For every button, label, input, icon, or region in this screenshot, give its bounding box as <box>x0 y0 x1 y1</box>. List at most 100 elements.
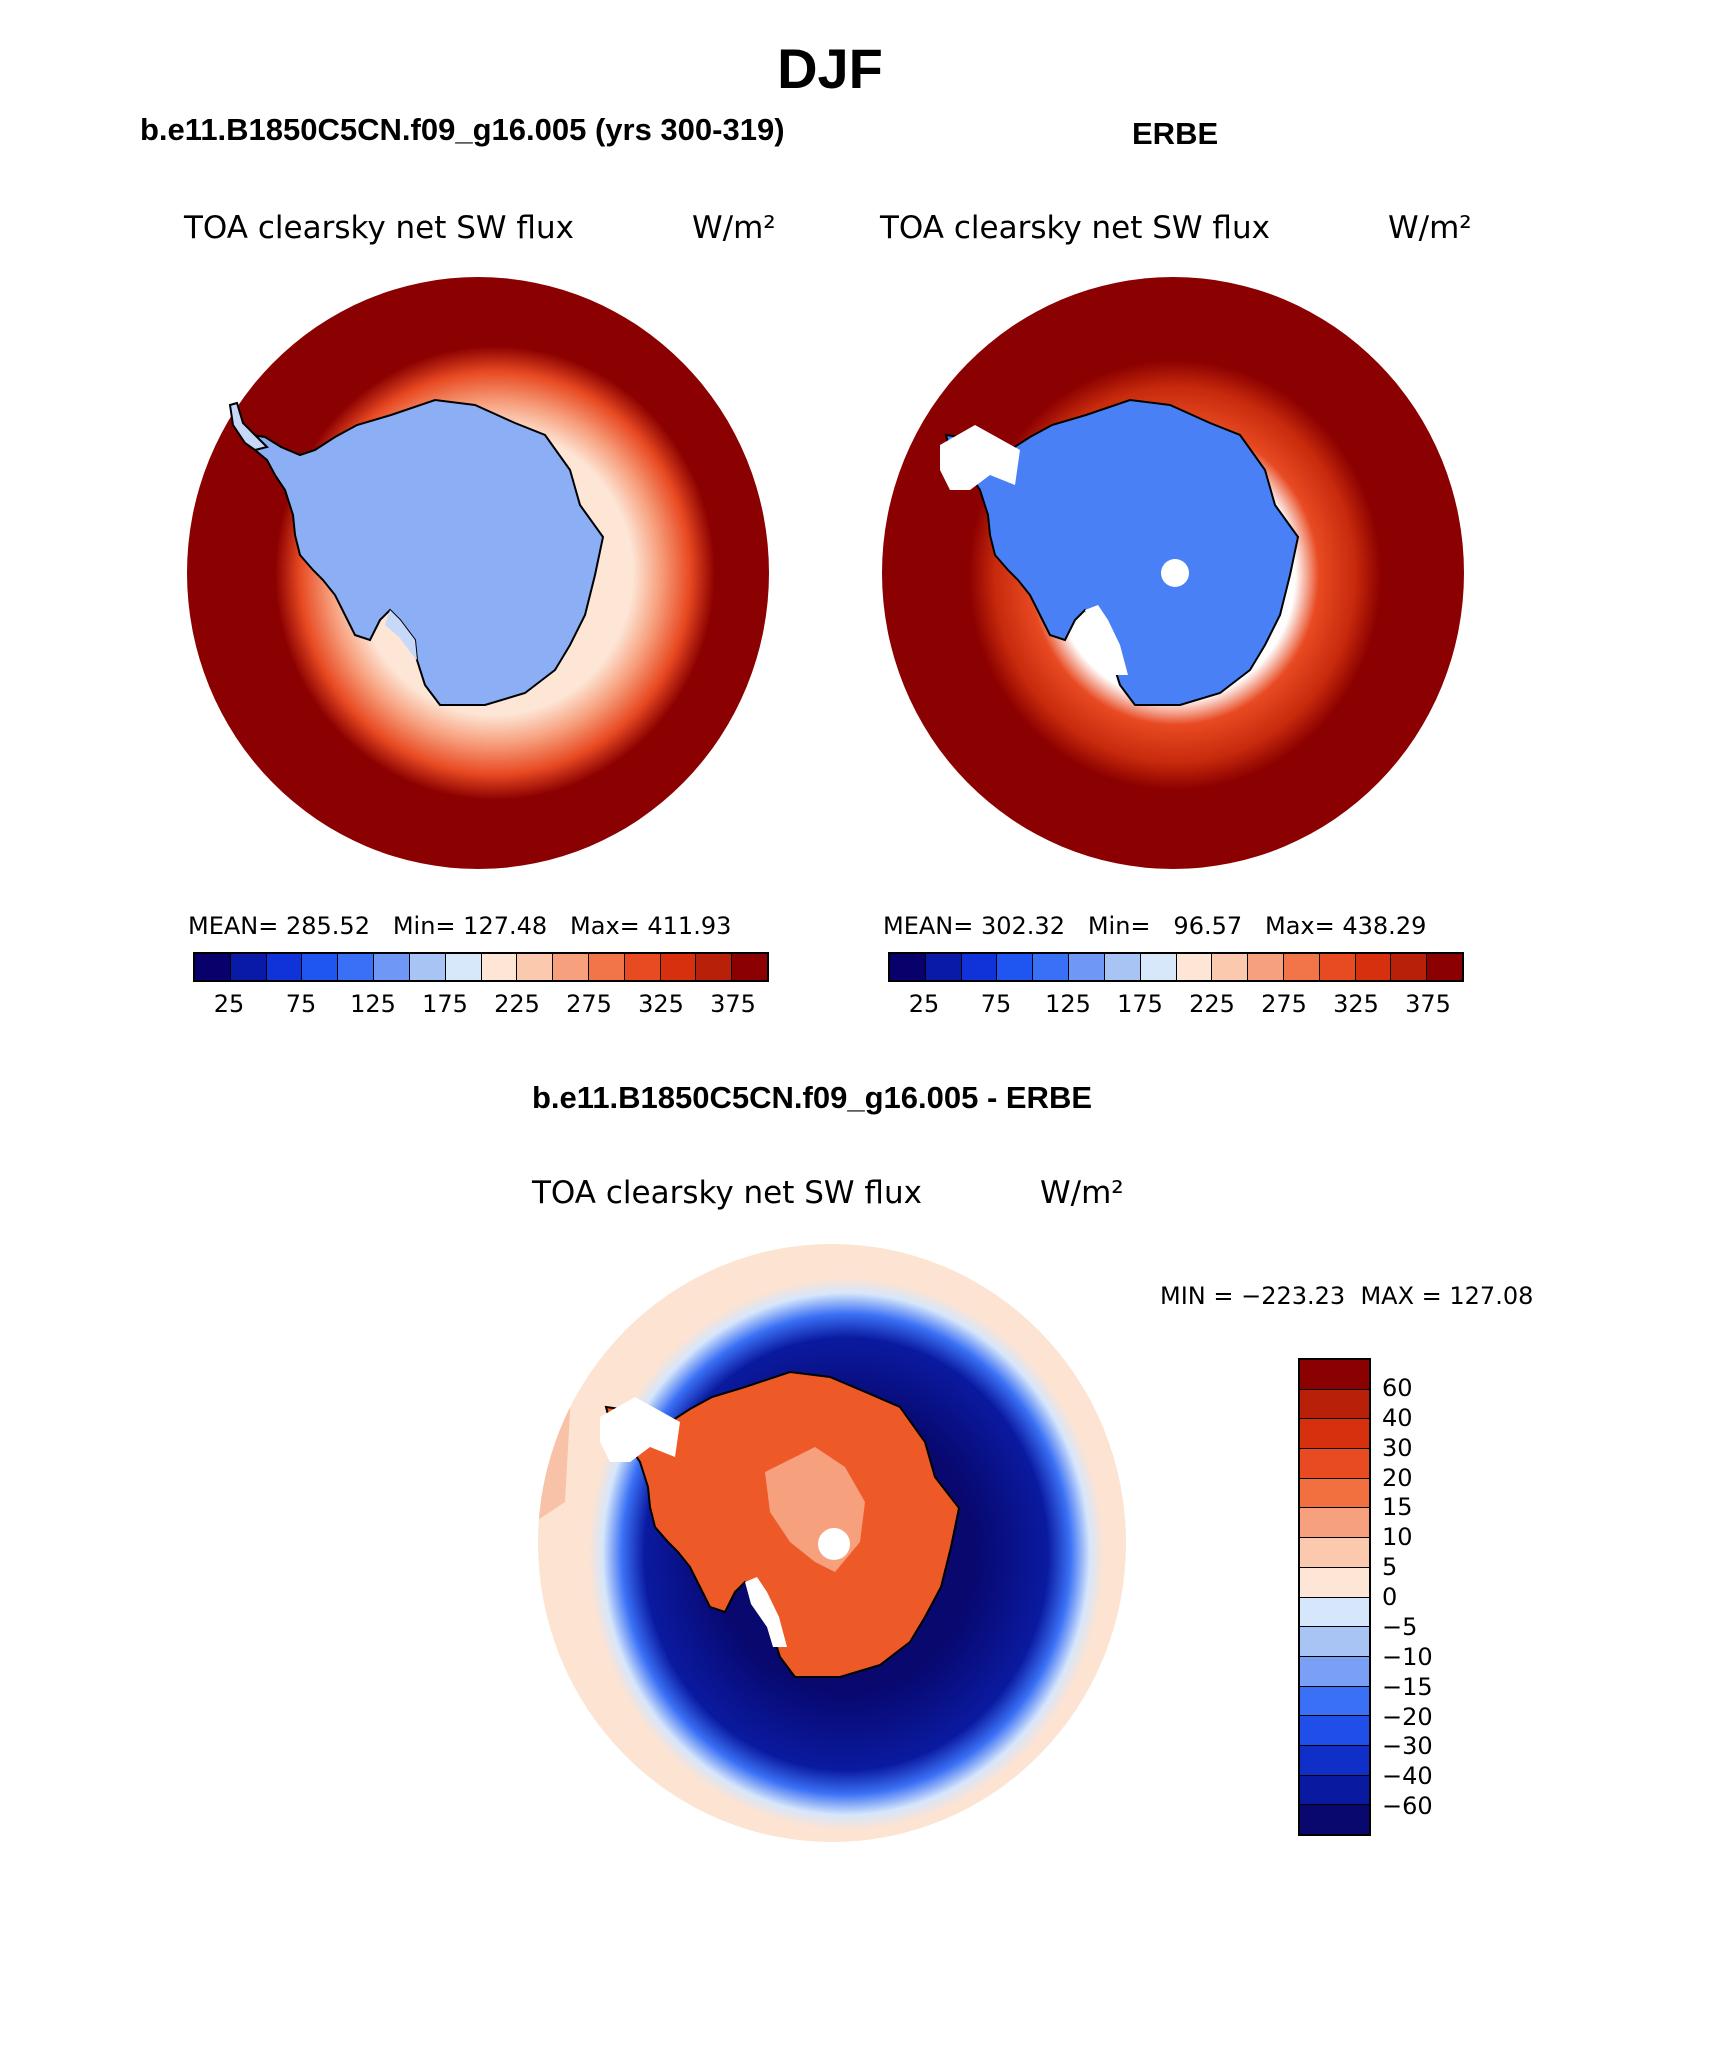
diff-colorbar-swatch <box>1300 1538 1369 1568</box>
panel2-colorbar-swatch <box>1283 954 1320 980</box>
diff-colorbar-label: −15 <box>1382 1672 1433 1701</box>
panel2-colorbar-label: 225 <box>1189 990 1235 1018</box>
diff-colorbar-label: 60 <box>1382 1373 1413 1402</box>
panel1-case-title: b.e11.B1850C5CN.f09_g16.005 (yrs 300-319… <box>140 112 785 147</box>
diff-colorbar-swatch <box>1300 1389 1369 1420</box>
panel2-colorbar-swatch <box>1176 954 1213 980</box>
panel1-colorbar-label: 225 <box>494 990 540 1018</box>
diff-colorbar-labels: 60 40 30 20 15 10 5 0 −5 −10 −15 −20 −30 −40 −60 <box>1382 1358 1482 1836</box>
diff-colorbar-swatch <box>1300 1656 1369 1687</box>
diff-colorbar-swatch <box>1300 1449 1369 1479</box>
panel2-colorbar-swatch <box>1355 954 1392 980</box>
panel1-colorbar-swatch <box>195 954 231 980</box>
diff-colorbar-label: −20 <box>1382 1702 1433 1731</box>
panel1-colorbar-swatch <box>553 954 589 980</box>
diff-colorbar-swatch <box>1300 1745 1369 1776</box>
diff-colorbar-label: 15 <box>1382 1493 1413 1522</box>
panel2-stats: MEAN= 302.32 Min= 96.57 Max= 438.29 <box>883 912 1427 940</box>
panel1-colorbar-swatch <box>374 954 410 980</box>
panel1-colorbar-swatch <box>481 954 518 980</box>
panel2-polar-map <box>882 277 1464 869</box>
diff-polar-map <box>538 1244 1126 1842</box>
diff-case-title: b.e11.B1850C5CN.f09_g16.005 - ERBE <box>532 1080 1093 1115</box>
panel2-antarctica <box>944 398 1300 706</box>
diff-colorbar-label: 40 <box>1382 1403 1413 1432</box>
diff-colorbar-label: −30 <box>1382 1732 1433 1761</box>
panel2-colorbar-swatch <box>1104 954 1141 980</box>
panel1-colorbar-label: 275 <box>566 990 612 1018</box>
panel1-colorbar-swatch <box>624 954 661 980</box>
panel2-colorbar-label: 75 <box>980 990 1012 1018</box>
panel2-colorbar-swatch <box>1427 954 1462 980</box>
panel1-colorbar-swatch <box>266 954 303 980</box>
diff-colorbar-swatch <box>1300 1419 1369 1450</box>
panel1-colorbar-label: 125 <box>350 990 396 1018</box>
panel1-colorbar-swatch <box>230 954 267 980</box>
panel2-colorbar-swatch <box>997 954 1034 980</box>
panel2-colorbar-swatch <box>1248 954 1284 980</box>
panel1-colorbar-swatch <box>732 954 767 980</box>
panel2-pole-hole <box>1161 559 1189 587</box>
panel1-variable-label: TOA clearsky net SW flux <box>184 210 574 246</box>
panel1-polar-map <box>187 277 769 869</box>
diff-colorbar-swatch <box>1300 1805 1369 1834</box>
diff-colorbar-swatch <box>1300 1508 1369 1539</box>
panel2-missing-data-peninsula <box>940 425 1020 490</box>
diff-units-label: W/m² <box>1040 1175 1124 1211</box>
panel2-colorbar-label: 275 <box>1261 990 1307 1018</box>
diff-colorbar <box>1298 1358 1371 1836</box>
panel1-colorbar-swatch <box>338 954 375 980</box>
panel2-colorbar-label: 125 <box>1045 990 1091 1018</box>
panel1-colorbar-swatch <box>588 954 625 980</box>
diff-colorbar-label: 5 <box>1382 1553 1398 1582</box>
panel2-colorbar-swatch <box>1212 954 1249 980</box>
panel1-colorbar-label: 25 <box>213 990 245 1018</box>
panel1-colorbar-labels: 25 75 125 175 225 275 325 375 <box>193 990 769 1020</box>
panel2-colorbar-swatch <box>925 954 962 980</box>
diff-pole-hole <box>818 1528 850 1560</box>
panel2-colorbar-swatch <box>1391 954 1428 980</box>
diff-colorbar-swatch <box>1300 1775 1369 1806</box>
diff-missing-data-peninsula <box>600 1397 680 1462</box>
diff-min-max: MIN = −223.23 MAX = 127.08 <box>1160 1282 1534 1310</box>
diff-colorbar-swatch <box>1300 1597 1369 1628</box>
panel1-ross-sea-embayment <box>385 610 417 660</box>
diff-colorbar-swatch <box>1300 1686 1369 1717</box>
diff-colorbar-swatch <box>1300 1360 1369 1390</box>
diff-variable-label: TOA clearsky net SW flux <box>532 1175 922 1211</box>
panel2-colorbar-label: 25 <box>908 990 940 1018</box>
panel2-colorbar-swatch <box>1033 954 1070 980</box>
diff-colorbar-swatch <box>1300 1627 1369 1657</box>
panel1-colorbar-label: 325 <box>638 990 684 1018</box>
diff-colorbar-label: −40 <box>1382 1762 1433 1791</box>
panel1-colorbar-label: 75 <box>285 990 317 1018</box>
panel2-colorbar-swatch <box>1069 954 1105 980</box>
panel1-colorbar-label: 175 <box>422 990 468 1018</box>
panel1-colorbar-swatch <box>445 954 482 980</box>
panel2-colorbar-labels: 25 75 125 175 225 275 325 375 <box>888 990 1464 1020</box>
panel1-colorbar-label: 375 <box>710 990 756 1018</box>
panel1-colorbar-swatch <box>517 954 554 980</box>
panel2-colorbar-swatch <box>890 954 926 980</box>
diff-colorbar-label: −5 <box>1382 1612 1418 1641</box>
diff-colorbar-swatch <box>1300 1716 1369 1746</box>
diff-colorbar-label: −60 <box>1382 1792 1433 1821</box>
panel1-stats: MEAN= 285.52 Min= 127.48 Max= 411.93 <box>188 912 732 940</box>
panel2-missing-data-ross <box>1085 605 1128 675</box>
panel1-colorbar-swatch <box>409 954 446 980</box>
panel2-colorbar-label: 175 <box>1117 990 1163 1018</box>
panel2-colorbar-swatch <box>1140 954 1177 980</box>
panel2-colorbar-label: 375 <box>1405 990 1451 1018</box>
page-title: DJF <box>777 37 883 100</box>
diff-colorbar-swatch <box>1300 1478 1369 1509</box>
diff-missing-data-ross <box>745 1577 787 1647</box>
panel1-peninsula <box>228 401 269 452</box>
panel2-colorbar-swatch <box>961 954 998 980</box>
diff-colorbar-label: 10 <box>1382 1523 1413 1552</box>
panel2-colorbar-swatch <box>1319 954 1356 980</box>
diff-colorbar-label: 20 <box>1382 1463 1413 1492</box>
panel2-case-title: ERBE <box>1132 116 1219 151</box>
panel2-variable-label: TOA clearsky net SW flux <box>880 210 1270 246</box>
diff-colorbar-label: 30 <box>1382 1433 1413 1462</box>
diff-colorbar-label: −10 <box>1382 1642 1433 1671</box>
